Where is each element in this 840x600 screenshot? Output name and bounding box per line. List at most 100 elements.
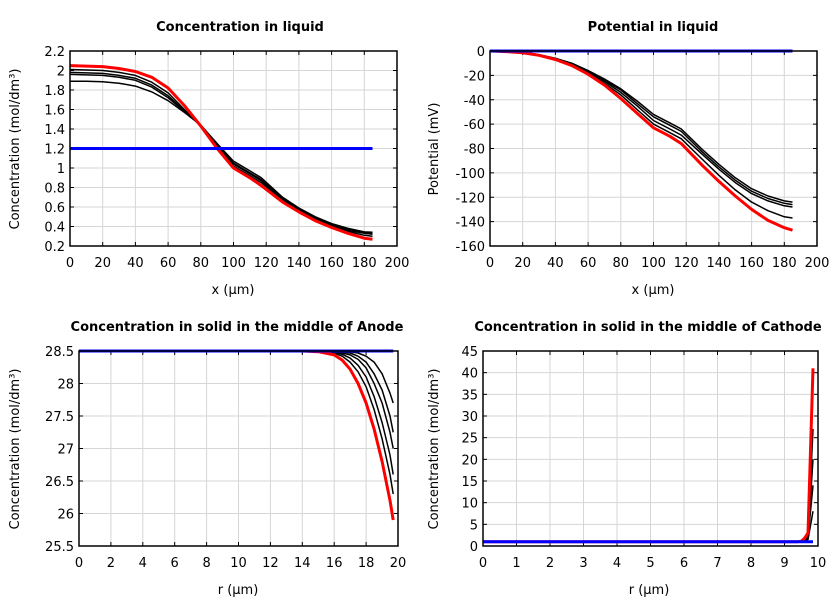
y-tick-label: 40 bbox=[461, 367, 478, 382]
series-line-1 bbox=[489, 50, 793, 206]
y-tick-label: 0.8 bbox=[44, 182, 65, 197]
y-tick-label: 1.2 bbox=[44, 143, 65, 158]
x-tick-label: 140 bbox=[706, 256, 731, 271]
series-line-5 bbox=[79, 349, 395, 521]
x-tick-label: 4 bbox=[613, 556, 621, 571]
y-tick-label: -80 bbox=[464, 143, 485, 158]
y-axis-label: Potential (mV) bbox=[427, 103, 442, 196]
x-tick-label: 80 bbox=[193, 256, 210, 271]
y-tick-label: 25.5 bbox=[45, 540, 74, 555]
series-line-4 bbox=[69, 64, 373, 241]
y-tick-label: 28.5 bbox=[45, 345, 74, 360]
y-tick-label: 26 bbox=[57, 508, 74, 523]
y-tick-label: 0.6 bbox=[44, 201, 65, 216]
x-tick-label: 200 bbox=[385, 256, 410, 271]
panel-cathode-solid: Concentration in solid in the middle of … bbox=[427, 320, 826, 598]
x-tick-label: 0 bbox=[66, 256, 74, 271]
y-tick-label: 25 bbox=[461, 432, 478, 447]
y-tick-label: 30 bbox=[461, 410, 478, 425]
series-line-1 bbox=[483, 485, 814, 543]
x-tick-label: 0 bbox=[479, 556, 487, 571]
x-axis-label: r (µm) bbox=[629, 583, 670, 598]
y-tick-label: 27 bbox=[57, 443, 74, 458]
x-axis-label: x (µm) bbox=[212, 283, 255, 298]
y-tick-label: 10 bbox=[461, 497, 478, 512]
series-line-0 bbox=[489, 50, 793, 203]
series-line-4 bbox=[79, 350, 394, 495]
y-tick-label: 0 bbox=[477, 45, 485, 60]
x-tick-label: 200 bbox=[805, 256, 830, 271]
y-tick-label: 1 bbox=[57, 162, 65, 177]
x-tick-label: 100 bbox=[221, 256, 246, 271]
y-tick-label: -20 bbox=[464, 69, 485, 84]
x-tick-label: 6 bbox=[171, 556, 179, 571]
x-tick-label: 9 bbox=[780, 556, 788, 571]
chart-title: Concentration in solid in the middle of … bbox=[71, 320, 404, 335]
y-tick-label: 1.8 bbox=[44, 84, 65, 99]
x-tick-label: 18 bbox=[358, 556, 375, 571]
y-tick-label: -120 bbox=[455, 191, 485, 206]
y-tick-label: 0 bbox=[470, 540, 478, 555]
y-tick-label: 15 bbox=[461, 475, 478, 490]
y-tick-label: -40 bbox=[464, 94, 485, 109]
x-tick-label: 100 bbox=[641, 256, 666, 271]
x-tick-label: 160 bbox=[739, 256, 764, 271]
x-tick-label: 180 bbox=[352, 256, 377, 271]
x-tick-label: 20 bbox=[514, 256, 531, 271]
y-tick-label: -140 bbox=[455, 216, 485, 231]
y-tick-label: 2 bbox=[57, 65, 65, 80]
y-tick-label: 0.2 bbox=[44, 240, 65, 255]
x-tick-label: 180 bbox=[772, 256, 797, 271]
x-tick-label: 20 bbox=[390, 556, 407, 571]
x-tick-label: 4 bbox=[139, 556, 147, 571]
x-tick-label: 1 bbox=[512, 556, 520, 571]
x-tick-label: 120 bbox=[254, 256, 279, 271]
plot-frame bbox=[489, 50, 818, 247]
x-tick-label: 120 bbox=[674, 256, 699, 271]
x-tick-label: 140 bbox=[286, 256, 311, 271]
x-tick-label: 8 bbox=[747, 556, 755, 571]
series-line-4 bbox=[489, 49, 793, 232]
series-line-0 bbox=[483, 511, 814, 543]
x-tick-label: 2 bbox=[107, 556, 115, 571]
x-tick-label: 10 bbox=[810, 556, 827, 571]
y-tick-label: 1.6 bbox=[44, 104, 65, 119]
chart-title: Potential in liquid bbox=[588, 20, 719, 35]
y-tick-label: 45 bbox=[461, 345, 478, 360]
x-tick-label: 3 bbox=[579, 556, 587, 571]
panel-anode-solid: Concentration in solid in the middle of … bbox=[8, 320, 406, 598]
series-line-3 bbox=[79, 350, 394, 475]
y-axis-label: Concentration (mol/dm³) bbox=[8, 69, 23, 230]
y-tick-label: 5 bbox=[470, 518, 478, 533]
y-tick-label: -100 bbox=[455, 167, 485, 182]
panel-potential-liquid: Potential in liquid x (µm) Potential (mV… bbox=[427, 20, 829, 298]
x-tick-label: 10 bbox=[230, 556, 247, 571]
x-axis-label: x (µm) bbox=[632, 283, 675, 298]
x-tick-label: 6 bbox=[680, 556, 688, 571]
chart-title: Concentration in solid in the middle of … bbox=[474, 320, 822, 335]
x-tick-label: 40 bbox=[547, 256, 564, 271]
series-line-2 bbox=[69, 71, 373, 236]
y-tick-label: 35 bbox=[461, 388, 478, 403]
x-tick-label: 0 bbox=[75, 556, 83, 571]
x-tick-label: 60 bbox=[580, 256, 597, 271]
series-line-2 bbox=[483, 459, 814, 543]
plot-frame bbox=[69, 50, 398, 247]
series-line-3 bbox=[489, 50, 793, 219]
x-tick-label: 2 bbox=[546, 556, 554, 571]
x-tick-label: 40 bbox=[127, 256, 144, 271]
y-tick-label: 26.5 bbox=[45, 475, 74, 490]
y-tick-label: 28 bbox=[57, 378, 74, 393]
y-tick-label: -60 bbox=[464, 118, 485, 133]
y-tick-label: 0.4 bbox=[44, 221, 65, 236]
y-tick-label: 1.4 bbox=[44, 123, 65, 138]
x-axis-label: r (µm) bbox=[218, 583, 259, 598]
x-tick-label: 160 bbox=[319, 256, 344, 271]
x-tick-label: 60 bbox=[160, 256, 177, 271]
x-tick-label: 80 bbox=[613, 256, 630, 271]
series-line-0 bbox=[70, 80, 373, 234]
x-tick-label: 14 bbox=[294, 556, 311, 571]
x-tick-label: 12 bbox=[262, 556, 279, 571]
x-tick-label: 16 bbox=[326, 556, 343, 571]
